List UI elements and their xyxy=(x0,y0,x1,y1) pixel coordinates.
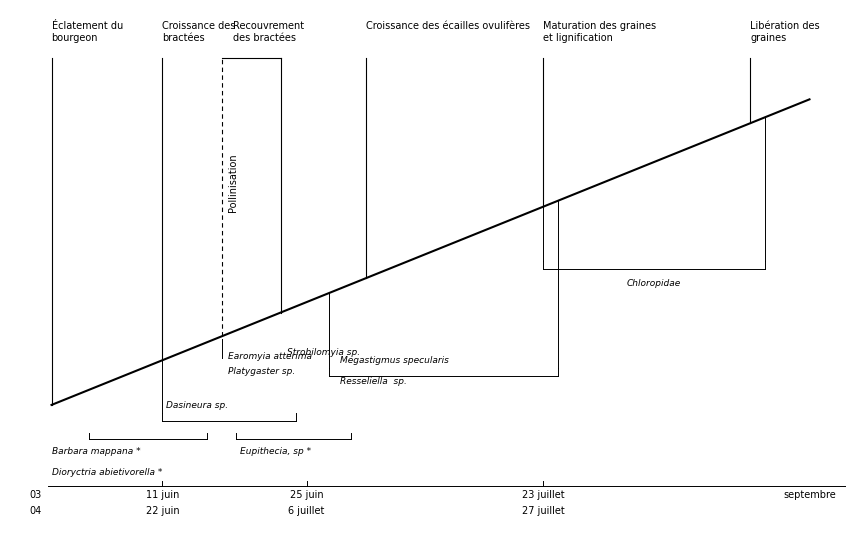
Text: Chloropidae: Chloropidae xyxy=(627,279,681,287)
Text: septembre: septembre xyxy=(783,490,836,500)
Text: 27 juillet: 27 juillet xyxy=(522,506,564,516)
Text: Dioryctria abietivorella *: Dioryctria abietivorella * xyxy=(51,467,162,477)
Text: 25 juin: 25 juin xyxy=(290,490,323,500)
Text: Dasineura sp.: Dasineura sp. xyxy=(166,401,228,410)
Text: Strobilomyia sp.: Strobilomyia sp. xyxy=(286,348,360,357)
Text: 6 juillet: 6 juillet xyxy=(288,506,325,516)
Text: Croissance des
bractées: Croissance des bractées xyxy=(162,21,236,43)
Text: Croissance des écailles ovulifères: Croissance des écailles ovulifères xyxy=(366,21,530,31)
Text: Megastigmus specularis: Megastigmus specularis xyxy=(340,356,449,365)
Text: 22 juin: 22 juin xyxy=(145,506,180,516)
Text: Earomyia atterima: Earomyia atterima xyxy=(227,352,311,360)
Text: Recouvrement
des bractées: Recouvrement des bractées xyxy=(233,21,304,43)
Text: Resseliella  sp.: Resseliella sp. xyxy=(340,377,407,386)
Text: Eupithecia, sp *: Eupithecia, sp * xyxy=(240,447,311,456)
Text: Maturation des graines
et lignification: Maturation des graines et lignification xyxy=(543,21,657,43)
Text: Éclatement du
bourgeon: Éclatement du bourgeon xyxy=(51,21,123,43)
Text: 23 juillet: 23 juillet xyxy=(522,490,564,500)
Text: 03: 03 xyxy=(29,490,42,500)
Text: Barbara mappana *: Barbara mappana * xyxy=(51,447,140,456)
Text: 11 juin: 11 juin xyxy=(145,490,180,500)
Text: Platygaster sp.: Platygaster sp. xyxy=(227,367,295,376)
Text: 04: 04 xyxy=(29,506,42,516)
Text: Pollinisation: Pollinisation xyxy=(227,154,238,212)
Text: Libération des
graines: Libération des graines xyxy=(751,21,820,43)
